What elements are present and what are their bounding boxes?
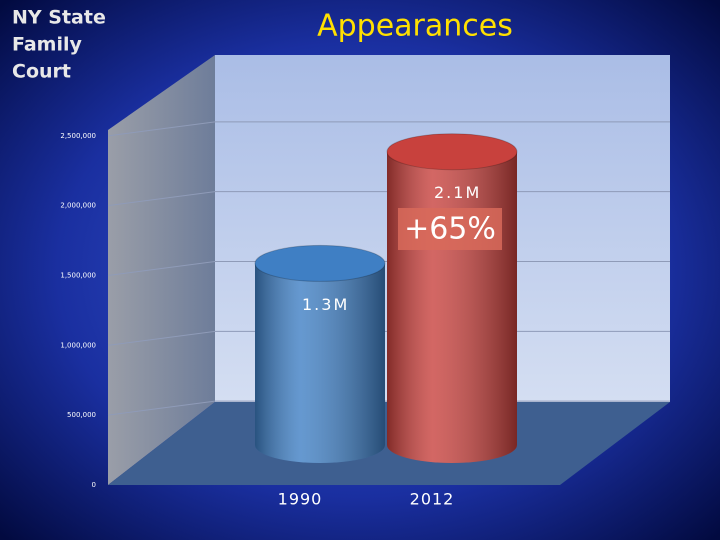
y-tick-label: 1,000,000 (60, 341, 96, 349)
annotation: +65% (404, 212, 496, 247)
chart-title: Appearances (317, 9, 513, 44)
y-tick-label: 2,500,000 (60, 132, 96, 140)
corner-line: Court (12, 61, 71, 83)
grid-line (107, 191, 670, 207)
corner-text: NY State Family Court (12, 7, 106, 83)
grid-line (107, 121, 670, 137)
y-tick-label: 0 (92, 481, 96, 489)
corner-line: Family (12, 34, 83, 56)
x-tick-label: 1990 (278, 490, 323, 509)
bar-top (386, 133, 518, 171)
grid-line (107, 261, 670, 276)
side-wall (108, 55, 215, 485)
y-tick-label: 500,000 (67, 411, 96, 419)
y-tick-label: 1,500,000 (60, 272, 96, 280)
annotation-box (398, 208, 502, 250)
grid-line (107, 400, 670, 416)
bar-shading (255, 263, 385, 463)
grid-line (107, 330, 670, 346)
corner-line: NY State (12, 7, 106, 29)
x-tick-label: 2012 (410, 490, 455, 509)
value-label: 2.1M (434, 183, 481, 202)
value-label: 1.3M (302, 295, 349, 314)
y-tick-label: 2,000,000 (60, 202, 96, 210)
bar-top (254, 244, 386, 282)
